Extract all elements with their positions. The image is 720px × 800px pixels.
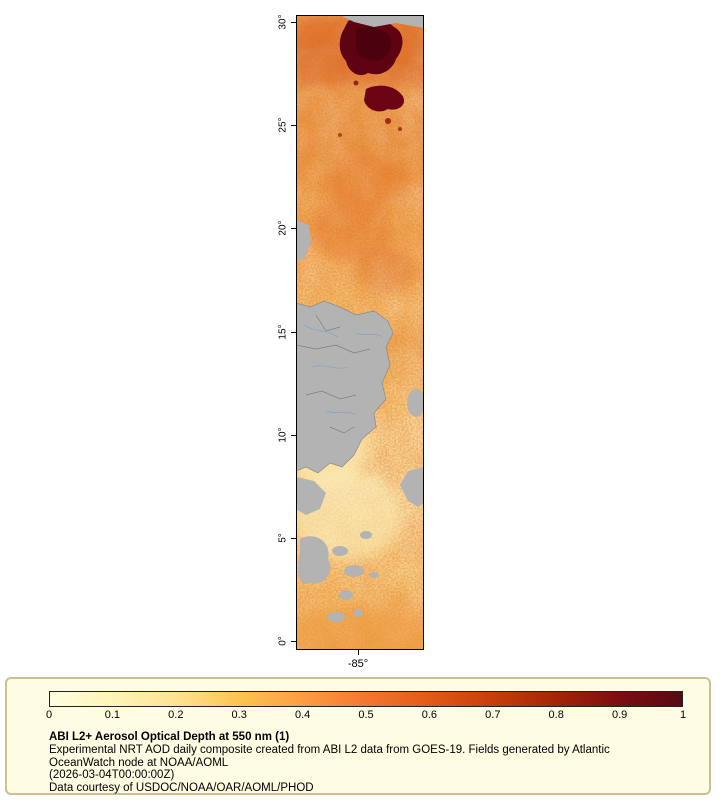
lat-tick xyxy=(291,537,296,539)
lat-tick xyxy=(291,434,296,436)
legend-panel: 0 0.1 0.2 0.3 0.4 0.5 0.6 0.7 0.8 0.9 1 ABI L2+ Ae… xyxy=(5,677,711,795)
colorbar-wrap: 0 0.1 0.2 0.3 0.4 0.5 0.6 0.7 0.8 0.9 1 xyxy=(45,691,687,725)
colorbar-tick-label: 0.3 xyxy=(231,709,247,721)
colorbar-tick-label: 0.4 xyxy=(294,709,311,721)
colorbar-tick-label: 0.1 xyxy=(104,709,121,721)
lat-tick xyxy=(291,641,296,643)
colorbar-tick-label: 0.8 xyxy=(548,709,564,721)
lat-axis-label: 25° xyxy=(277,117,289,133)
colorbar-tick-label: 0.9 xyxy=(611,709,628,721)
lat-axis-label: 5° xyxy=(277,533,289,543)
legend-desc-line2: OceanWatch node at NOAA/AOML xyxy=(49,756,229,769)
lat-axis-label: 30° xyxy=(277,14,289,30)
aod-raster xyxy=(296,15,424,650)
lat-tick xyxy=(291,331,296,333)
colorbar-tick-label: 0.6 xyxy=(421,709,438,721)
legend-timestamp: (2026-03-04T00:00:00Z) xyxy=(49,769,175,782)
lat-axis-label: 10° xyxy=(277,427,289,443)
rivers xyxy=(303,324,383,416)
lat-tick xyxy=(291,125,296,127)
legend-caption: ABI L2+ Aerosol Optical Depth at 550 nm … xyxy=(49,731,695,795)
legend-credit: Data courtesy of USDOC/NOAA/OAR/AOML/PHO… xyxy=(49,782,314,795)
colorbar-tick-label: 0 xyxy=(45,709,53,721)
colorbar-tick-label: 0.5 xyxy=(358,709,374,721)
lat-tick xyxy=(291,228,296,230)
lat-axis-label: 20° xyxy=(277,220,289,236)
colorbar xyxy=(49,691,683,707)
aod-map: 30° 25° 20° 15° 10° 5° 0° -85° xyxy=(278,14,424,670)
colorbar-tick-label: 0.7 xyxy=(485,709,501,721)
lon-axis-label: -85° xyxy=(347,658,369,670)
colorbar-tick-label: 1 xyxy=(679,709,687,721)
lat-axis-label: 0° xyxy=(277,636,289,646)
nodata-gray-regions xyxy=(296,15,424,622)
legend-title: ABI L2+ Aerosol Optical Depth at 550 nm … xyxy=(49,731,290,743)
smoke-plume-maroon xyxy=(338,17,405,137)
lat-axis-label: 15° xyxy=(277,323,289,340)
legend-desc-line1: Experimental NRT AOD daily composite cre… xyxy=(49,743,610,756)
land-boundaries xyxy=(296,314,371,434)
lon-tick xyxy=(358,650,359,655)
lat-tick xyxy=(291,22,296,23)
colorbar-tick-label: 0.2 xyxy=(168,709,184,721)
colorbar-tick-labels: 0 0.1 0.2 0.3 0.4 0.5 0.6 0.7 0.8 0.9 1 xyxy=(45,709,687,725)
